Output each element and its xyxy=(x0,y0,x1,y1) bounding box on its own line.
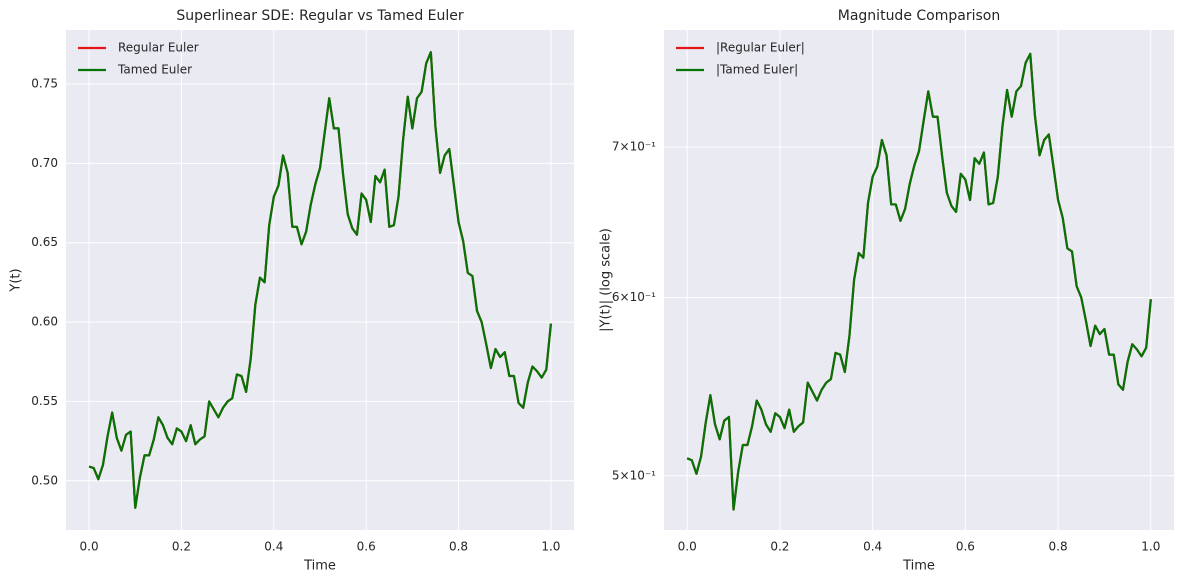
chart-title: Superlinear SDE: Regular vs Tamed Euler xyxy=(176,8,464,24)
x-tick-label: 0.8 xyxy=(1049,540,1068,554)
plot-area xyxy=(664,30,1174,530)
x-tick-label: 0.6 xyxy=(357,540,376,554)
x-tick-label: 0.0 xyxy=(80,540,99,554)
legend-label: Regular Euler xyxy=(118,41,199,55)
y-tick-label: 0.70 xyxy=(31,156,58,170)
y-tick-label: 0.65 xyxy=(31,235,58,249)
x-tick-label: 0.6 xyxy=(956,540,975,554)
x-tick-label: 1.0 xyxy=(1141,540,1160,554)
x-tick-label: 0.4 xyxy=(264,540,283,554)
y-tick-label: 0.60 xyxy=(31,315,58,329)
y-tick-label: 6×10⁻¹ xyxy=(612,290,656,304)
series-line xyxy=(686,52,1152,511)
y-axis-label: Y(t) xyxy=(9,268,24,292)
y-tick-label: 0.55 xyxy=(31,394,58,408)
x-axis-label: Time xyxy=(902,559,935,574)
x-tick-label: 0.2 xyxy=(172,540,191,554)
x-tick-label: 0.0 xyxy=(678,540,697,554)
x-tick-label: 0.8 xyxy=(449,540,468,554)
subplot: 0.0 0.2 0.4 0.6 0.8 1.0 0.50 0.55 0.60 0.65 0.70 0.… xyxy=(9,8,574,574)
x-tick-label: 0.4 xyxy=(863,540,882,554)
legend-label: |Regular Euler| xyxy=(716,41,805,55)
legend-label: Tamed Euler xyxy=(117,63,192,77)
y-tick-label: 0.75 xyxy=(31,76,58,90)
x-tick-label: 0.2 xyxy=(770,540,789,554)
plot-area xyxy=(66,30,574,530)
y-tick-label: 7×10⁻¹ xyxy=(612,139,656,153)
legend-label: |Tamed Euler| xyxy=(716,63,798,77)
y-tick-label: 0.50 xyxy=(31,473,58,487)
subplot: 0.0 0.2 0.4 0.6 0.8 1.0 5×10⁻¹ 6×10⁻¹ 7×10⁻¹ Magn… xyxy=(599,8,1174,574)
y-tick-label: 5×10⁻¹ xyxy=(612,468,656,482)
x-tick-label: 1.0 xyxy=(541,540,560,554)
chart-title: Magnitude Comparison xyxy=(838,8,1000,24)
x-axis-label: Time xyxy=(303,559,336,574)
series-line xyxy=(88,51,553,509)
y-axis-label: |Y(t)| (log scale) xyxy=(599,228,614,332)
